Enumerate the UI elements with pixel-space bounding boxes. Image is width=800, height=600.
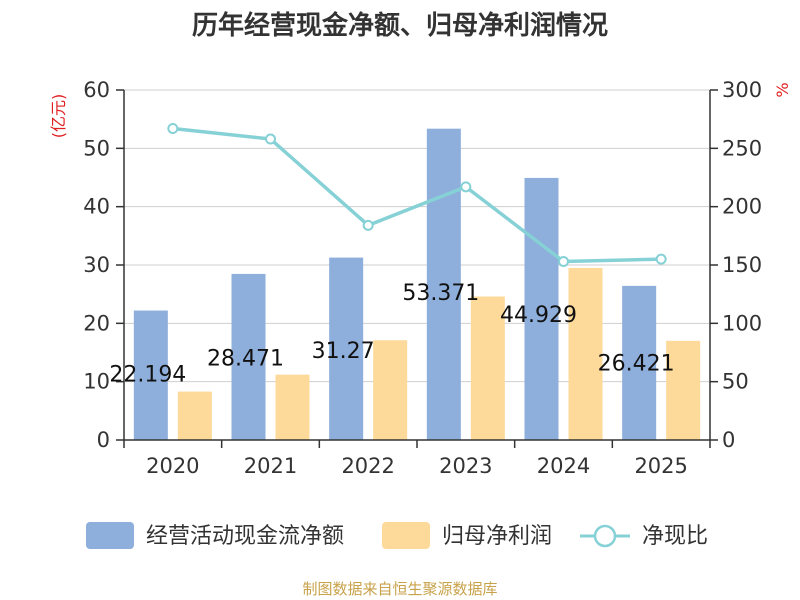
right-axis-unit: % [773, 82, 792, 97]
left-tick-label: 30 [83, 253, 110, 277]
axes: 0 10 20 30 40 50 60 0 50 100 150 200 250 300 2020 2021 2… [83, 78, 762, 478]
left-tick-label: 40 [83, 195, 110, 219]
ratio-line-path [172, 126, 662, 264]
x-tick-label: 2022 [341, 454, 394, 478]
bar-cashflow [133, 310, 168, 440]
bar-profit [275, 374, 310, 440]
ratio-point [558, 256, 569, 267]
right-tick-label: 300 [722, 78, 762, 102]
right-tick-label: 150 [722, 253, 762, 277]
x-tick-label: 2025 [634, 454, 687, 478]
data-label-cashflow: 26.421 [598, 352, 675, 377]
ratio-point [167, 123, 179, 134]
left-tick-label: 50 [83, 136, 110, 160]
data-label-cashflow: 31.27 [312, 339, 375, 364]
left-tick-label: 20 [83, 311, 110, 335]
bar-cashflow [426, 128, 461, 440]
right-tick-label: 250 [722, 136, 762, 160]
legend-label-profit: 归母净利润 [442, 524, 552, 549]
legend-swatch-cashflow [86, 522, 134, 549]
ratio-point [362, 219, 374, 231]
bars [133, 128, 701, 440]
data-label-cashflow: 22.194 [109, 363, 186, 388]
right-tick-label: 100 [722, 311, 762, 335]
data-label-cashflow: 28.471 [207, 346, 284, 371]
x-tick-label: 2023 [439, 454, 492, 478]
bar-cashflow [524, 177, 559, 440]
ratio-point [460, 181, 472, 193]
legend-label-ratio: 净现比 [642, 524, 708, 549]
right-tick-label: 50 [722, 370, 749, 394]
ratio-point [655, 253, 667, 265]
legend-swatch-profit [382, 522, 430, 549]
x-tick-label: 2021 [244, 454, 297, 478]
chart-title: 历年经营现金净额、归母净利润情况 [192, 10, 608, 41]
x-tick-label: 2020 [146, 454, 199, 478]
bar-cashflow [231, 273, 266, 440]
legend: 经营活动现金流净额 归母净利润 净现比 [86, 522, 708, 549]
right-tick-label: 0 [722, 428, 735, 452]
left-tick-label: 60 [83, 78, 110, 102]
bar-profit [177, 391, 212, 440]
left-tick-label: 0 [97, 428, 110, 452]
bar-profit [470, 296, 505, 440]
ratio-line [167, 123, 667, 267]
source-note: 制图数据来自恒生聚源数据库 [302, 580, 497, 598]
data-labels: 22.194 28.471 31.27 53.371 44.929 26.421 [109, 281, 674, 388]
bar-cashflow [622, 285, 657, 440]
ratio-point [265, 133, 276, 145]
legend-swatch-ratio-marker [593, 524, 617, 548]
bar-profit [568, 267, 603, 440]
x-tick-label: 2024 [537, 454, 590, 478]
left-axis-unit: (亿元) [49, 94, 68, 139]
bar-cashflow [329, 257, 364, 440]
left-tick-label: 10 [83, 370, 110, 394]
right-tick-label: 200 [722, 195, 762, 219]
data-label-cashflow: 44.929 [500, 303, 577, 328]
grid-lines [124, 89, 710, 383]
bar-profit [666, 340, 701, 440]
bar-profit [373, 340, 408, 440]
data-label-cashflow: 53.371 [402, 281, 479, 306]
legend-label-cashflow: 经营活动现金流净额 [146, 524, 344, 549]
